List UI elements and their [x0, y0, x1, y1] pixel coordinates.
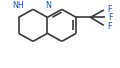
Text: F: F: [107, 5, 112, 14]
Text: N: N: [45, 1, 51, 10]
Text: NH: NH: [13, 1, 24, 10]
Text: F: F: [107, 21, 112, 31]
Text: F: F: [109, 13, 113, 22]
